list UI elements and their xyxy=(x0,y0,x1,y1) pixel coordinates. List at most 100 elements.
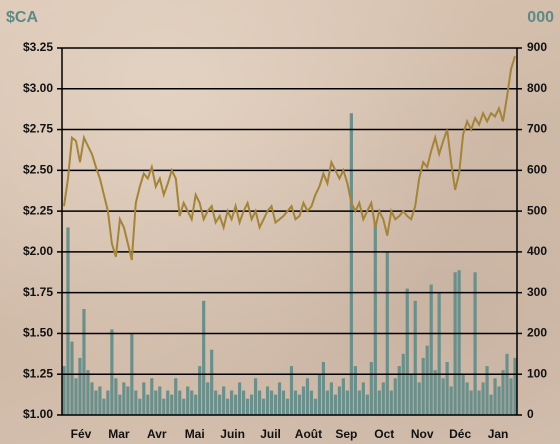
volume-bar xyxy=(454,272,457,415)
volume-bar xyxy=(430,285,433,415)
volume-bar xyxy=(170,395,173,415)
volume-bar xyxy=(234,395,237,415)
y-tick-label: $2.00 xyxy=(23,244,53,258)
y-tick-label: $2.25 xyxy=(23,203,53,217)
volume-bar xyxy=(334,395,337,415)
volume-bar xyxy=(202,301,205,415)
volume-bar xyxy=(346,391,349,415)
volume-bar xyxy=(481,382,484,415)
volume-bar xyxy=(142,382,145,415)
volume-bar xyxy=(390,391,393,415)
volume-bar xyxy=(370,362,373,415)
x-tick-label: Avr xyxy=(147,427,167,441)
y-axis-label: $CA xyxy=(6,9,38,26)
y2-tick-label: 700 xyxy=(527,122,547,136)
volume-bar xyxy=(154,391,157,415)
volume-bar xyxy=(350,113,353,415)
volume-bar xyxy=(282,391,285,415)
volume-bar xyxy=(238,382,241,415)
volume-bar xyxy=(230,391,233,415)
volume-bar xyxy=(106,391,109,415)
volume-bar xyxy=(118,395,121,415)
y-tick-label: $2.50 xyxy=(23,163,53,177)
volume-bar xyxy=(146,395,149,415)
volume-bar xyxy=(174,378,177,415)
volume-bar xyxy=(150,378,153,415)
volume-bar xyxy=(242,391,245,415)
y-tick-label: $1.00 xyxy=(23,407,53,421)
volume-bar xyxy=(446,362,449,415)
volume-bar xyxy=(434,370,437,415)
y2-tick-label: 800 xyxy=(527,81,547,95)
volume-bar xyxy=(294,391,297,415)
volume-bar xyxy=(489,395,492,415)
x-tick-label: Oct xyxy=(374,427,394,441)
y-tick-label: $3.25 xyxy=(23,40,53,54)
volume-bar xyxy=(74,378,77,415)
volume-bar xyxy=(290,366,293,415)
volume-bar xyxy=(190,391,193,415)
volume-bar xyxy=(314,399,317,415)
volume-bar xyxy=(462,374,465,415)
volume-bar xyxy=(402,354,405,415)
volume-bar xyxy=(246,399,249,415)
volume-bar xyxy=(438,293,441,415)
volume-bar xyxy=(94,391,97,415)
volume-bar xyxy=(422,358,425,415)
x-tick-label: Fév xyxy=(71,427,92,441)
volume-bar xyxy=(513,358,516,415)
volume-bar xyxy=(414,301,417,415)
price-line xyxy=(64,56,515,260)
volume-bar xyxy=(258,391,261,415)
volume-bar xyxy=(302,386,305,415)
volume-bar xyxy=(110,329,113,415)
volume-bar xyxy=(70,342,73,415)
volume-bar xyxy=(166,391,169,415)
volume-bar xyxy=(102,399,105,415)
volume-bar xyxy=(306,378,309,415)
volume-bar xyxy=(342,378,345,415)
y2-tick-label: 200 xyxy=(527,326,547,340)
volume-bar xyxy=(262,399,265,415)
x-tick-label: Déc xyxy=(449,427,471,441)
volume-bar xyxy=(338,386,341,415)
y-tick-label: $1.50 xyxy=(23,326,53,340)
y-tick-label: $2.75 xyxy=(23,122,53,136)
y2-tick-label: 400 xyxy=(527,244,547,258)
volume-bar xyxy=(198,366,201,415)
volume-bar xyxy=(214,391,217,415)
volume-bar xyxy=(466,382,469,415)
volume-bar xyxy=(194,395,197,415)
volume-bar xyxy=(278,382,281,415)
volume-bar xyxy=(90,382,93,415)
y2-tick-label: 300 xyxy=(527,285,547,299)
x-tick-label: Juil xyxy=(260,427,281,441)
volume-bar xyxy=(286,399,289,415)
y2-tick-label: 900 xyxy=(527,40,547,54)
volume-bar xyxy=(354,366,357,415)
volume-bar xyxy=(358,391,361,415)
y2-tick-label: 100 xyxy=(527,366,547,380)
y-tick-label: $3.00 xyxy=(23,81,53,95)
y-tick-label: $1.75 xyxy=(23,285,53,299)
volume-bar xyxy=(250,395,253,415)
volume-bar xyxy=(322,362,325,415)
volume-bar xyxy=(442,378,445,415)
volume-bar xyxy=(186,386,189,415)
volume-bar xyxy=(162,399,165,415)
x-tick-label: Nov xyxy=(411,427,434,441)
volume-bar xyxy=(382,382,385,415)
x-tick-label: Mar xyxy=(108,427,130,441)
volume-bar xyxy=(266,386,269,415)
volume-bar xyxy=(270,391,273,415)
x-tick-label: Sep xyxy=(335,427,357,441)
volume-bar xyxy=(222,386,225,415)
volume-bar xyxy=(158,386,161,415)
volume-bar xyxy=(138,399,141,415)
volume-bar xyxy=(298,395,301,415)
volume-bar xyxy=(178,391,181,415)
volume-bar xyxy=(493,378,496,415)
volume-bar xyxy=(394,378,397,415)
volume-bar xyxy=(378,391,381,415)
volume-bar xyxy=(210,350,213,415)
